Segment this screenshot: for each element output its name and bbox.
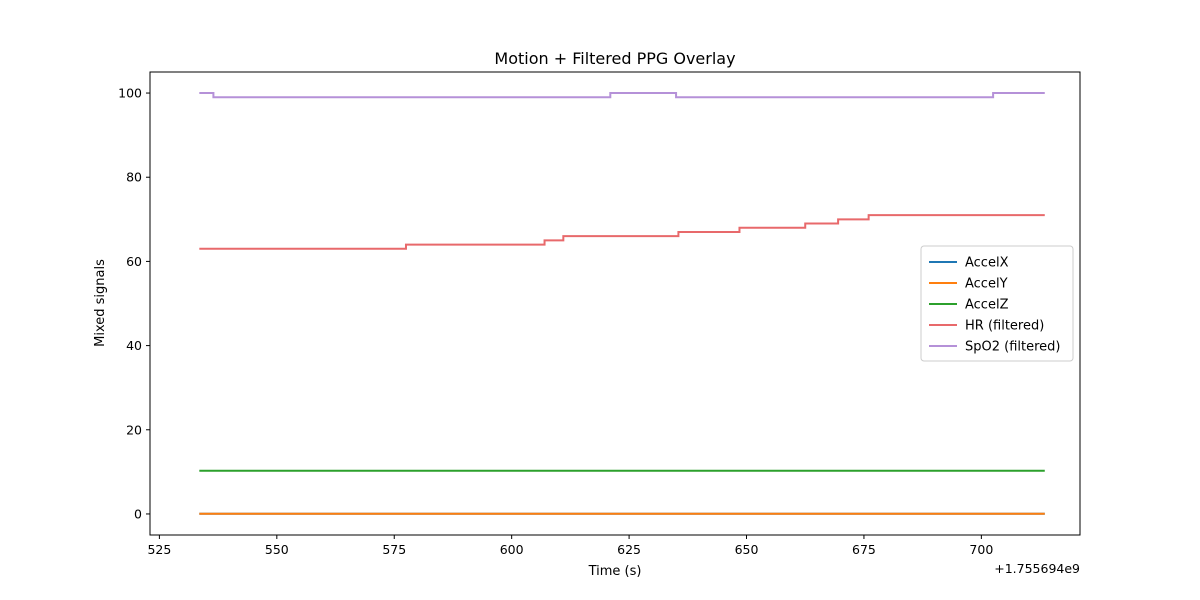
series-layer [199, 92, 1045, 515]
y-tick-label: 60 [126, 254, 142, 269]
x-tick-label: 600 [500, 542, 524, 557]
y-tick-label: 80 [126, 170, 142, 185]
y-tick-label: 20 [126, 422, 142, 437]
y-axis: 0 20 40 60 80 100 [118, 86, 150, 521]
x-tick-label: 575 [382, 542, 406, 557]
x-tick-label: 525 [147, 542, 171, 557]
x-tick-label: 650 [735, 542, 759, 557]
plot-frame [149, 71, 1081, 536]
legend-box [920, 245, 1074, 362]
x-tick-label: 550 [265, 542, 289, 557]
chart-title: Motion + Filtered PPG Overlay [494, 49, 735, 68]
x-offset-label: +1.755694e9 [994, 561, 1080, 576]
x-tick-label: 700 [969, 542, 993, 557]
legend-entry: AccelZ [965, 298, 1009, 313]
legend: AccelX AccelY AccelZ HR (filtered) SpO2 (fil… [920, 245, 1074, 362]
series-line-hr-filtered [199, 214, 1045, 250]
x-tick-label: 625 [617, 542, 641, 557]
legend-entry: HR (filtered) [965, 319, 1044, 334]
series-line-spo2-filtered [199, 92, 1045, 99]
y-tick-label: 40 [126, 338, 142, 353]
y-tick-label: 100 [118, 86, 142, 101]
y-tick-label: 0 [134, 506, 142, 521]
y-axis-label: Mixed signals [93, 259, 108, 347]
x-axis-label: Time (s) [588, 564, 642, 579]
legend-entry: AccelY [965, 277, 1008, 292]
legend-entry: SpO2 (filtered) [965, 340, 1061, 355]
x-tick-label: 675 [852, 542, 876, 557]
x-axis: 525 550 575 600 625 650 675 700 [147, 535, 993, 557]
legend-entry: AccelX [965, 256, 1009, 271]
